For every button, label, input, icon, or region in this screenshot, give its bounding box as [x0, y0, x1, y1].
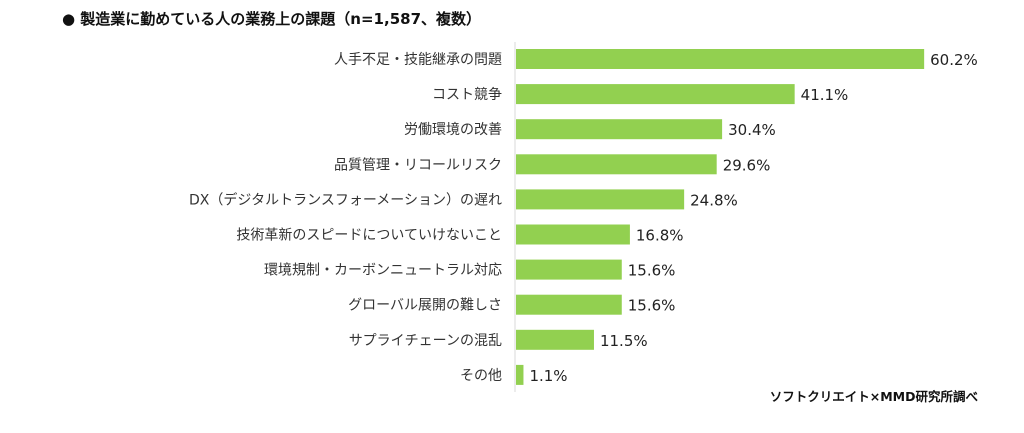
value-label: 15.6% — [628, 297, 676, 315]
value-label: 11.5% — [600, 332, 648, 350]
value-label: 29.6% — [723, 156, 771, 174]
category-label: 品質管理・リコールリスク — [334, 157, 502, 173]
category-label: コスト競争 — [432, 87, 502, 103]
category-label: DX（デジタルトランスフォーメーション）の遅れ — [189, 191, 502, 208]
bar — [516, 329, 594, 350]
bar — [516, 189, 685, 210]
bar — [516, 259, 622, 280]
bar — [516, 364, 524, 385]
bar — [516, 49, 925, 69]
bar — [516, 154, 717, 175]
category-label: グローバル展開の難しさ — [348, 298, 502, 314]
value-label: 15.6% — [628, 262, 676, 280]
value-label: 1.1% — [529, 367, 567, 385]
value-label: 16.8% — [636, 227, 684, 245]
category-label: 技術革新のスピードについていけないこと — [236, 228, 502, 244]
value-label: 60.2% — [930, 51, 978, 69]
category-label: 環境規制・カーボンニュートラル対応 — [264, 263, 502, 279]
category-label: その他 — [460, 368, 502, 384]
value-label: 24.8% — [690, 191, 738, 209]
bar — [516, 84, 795, 105]
category-label: 人手不足・技能継承の問題 — [334, 52, 502, 68]
bar — [516, 119, 723, 140]
category-label: 労働環境の改善 — [404, 122, 502, 138]
bar — [516, 224, 630, 245]
source-note: ソフトクリエイト×MMD研究所調べ — [769, 389, 978, 404]
value-label: 41.1% — [801, 86, 849, 104]
bar — [516, 294, 622, 315]
chart-title: ● 製造業に勤めている人の業務上の課題（n=1,587、複数） — [62, 10, 482, 28]
value-label: 30.4% — [728, 121, 776, 139]
category-label: サプライチェーンの混乱 — [349, 333, 502, 349]
